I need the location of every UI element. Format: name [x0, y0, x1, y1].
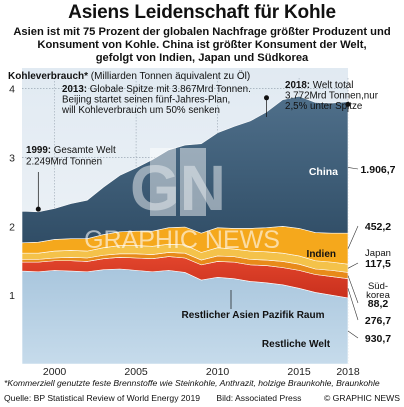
annotation-a2018-line-2: 2,5% unter Spitze — [285, 101, 363, 112]
annotation-a2018-year: 2018: — [285, 80, 313, 91]
annotation-a2018-text-2: 2,5% unter Spitze — [285, 101, 363, 112]
end-value-china: 1.906,7 — [360, 164, 395, 176]
area-label-korea-2: korea — [366, 290, 390, 301]
area-label-rest: Restliche Welt — [262, 339, 331, 350]
end-value-japan: 117,5 — [365, 258, 391, 270]
leader-india — [347, 225, 359, 249]
area-label-china: China — [309, 166, 338, 178]
area-label-korea-1: Süd- — [368, 281, 388, 292]
annotation-a2013-year: 2013: — [62, 84, 90, 95]
area-label-japan: Japan — [365, 248, 391, 259]
x-tick-2015: 2015 — [287, 366, 311, 378]
annotation-a2013-text-1: Beijing startet seinen fünf-Jahres-Plan, — [62, 95, 230, 106]
annotation-a2018-text-0: Welt total — [313, 80, 354, 91]
page-title: Asiens Leidenschaft für Kohle — [68, 2, 336, 23]
area-china — [21, 95, 349, 244]
y-tick-2: 2 — [9, 221, 15, 233]
subtitle-line-3: gefolgt von Indien, Japan und Südkorea — [95, 52, 309, 64]
y-tick-4: 4 — [9, 84, 15, 96]
annotation-a2013-line-2: will Kohleverbrauch um 50% senken — [61, 105, 220, 116]
x-tick-2018: 2018 — [336, 366, 360, 378]
annotation-a1999-line-0: 1999: Gesamte Welt — [26, 145, 116, 156]
y-axis-title-bold: Kohleverbrauch* — [8, 71, 88, 82]
annotation-a2013-text-2: will Kohleverbrauch um 50% senken — [61, 105, 220, 116]
watermark-logo: GN — [130, 152, 226, 224]
area-label-india: Indien — [307, 249, 336, 260]
y-tick-3: 3 — [9, 152, 15, 164]
annotation-a2018-line-1: 3.772Mrd Tonnen,nur — [285, 91, 379, 102]
y-axis-unit: (Milliarden Tonnen äquivalent zu Öl) — [88, 70, 250, 82]
subtitle-line-1: Asien ist mit 75 Prozent der globalen Na… — [13, 26, 391, 38]
leader-rest — [347, 330, 359, 339]
end-value-korea: 88,2 — [368, 298, 389, 310]
annotation-a1999-text-0: Gesamte Welt — [54, 145, 116, 156]
subtitle-line-2: Konsument von Kohle. China ist größter K… — [37, 39, 367, 51]
leader-japan — [347, 262, 359, 269]
y-axis-title: Kohleverbrauch* (Milliarden Tonnen äquiv… — [8, 70, 250, 82]
annotation-a1999-text-1: 2.249Mrd Tonnen — [26, 157, 102, 168]
annotation-a2013-line-0: 2013: Globale Spitze mit 3.867Mrd Tonnen… — [62, 84, 251, 95]
x-tick-2010: 2010 — [206, 366, 230, 378]
watermark-text: GRAPHIC NEWS — [84, 226, 280, 254]
graphic-news-watermark: GN GRAPHIC NEWS — [84, 148, 280, 254]
leader-apac — [347, 288, 359, 321]
source-line: Quelle: BP Statistical Review of World E… — [4, 393, 400, 403]
x-tick-2000: 2000 — [43, 366, 67, 378]
annotation-a2013-text-0: Globale Spitze mit 3.867Mrd Tonnen. — [90, 84, 251, 95]
annotation-a2018-line-0: 2018: Welt total — [285, 80, 353, 91]
annotation-a2013-line-1: Beijing startet seinen fünf-Jahres-Plan, — [62, 95, 230, 106]
source-text: Quelle: BP Statistical Review of World E… — [4, 393, 201, 403]
copyright: © GRAPHIC NEWS — [323, 393, 400, 403]
annotation-a1999-year: 1999: — [26, 145, 54, 156]
leader-china — [347, 167, 359, 170]
end-value-apac: 276,7 — [365, 315, 391, 327]
end-value-india: 452,2 — [365, 221, 391, 233]
leader-korea — [347, 275, 359, 304]
photo-credit: Bild: Associated Press — [216, 393, 302, 403]
annotation-a2018-text-1: 3.772Mrd Tonnen,nur — [285, 91, 379, 102]
end-value-rest: 930,7 — [365, 333, 391, 345]
area-label-apac: Restlicher Asien Pazifik Raum — [181, 310, 324, 321]
footnote: *Kommerziell genutzte feste Brennstoffe … — [4, 378, 380, 388]
annotation-a1999-line-1: 2.249Mrd Tonnen — [26, 157, 102, 168]
x-tick-2005: 2005 — [124, 366, 148, 378]
y-tick-1: 1 — [9, 290, 15, 302]
